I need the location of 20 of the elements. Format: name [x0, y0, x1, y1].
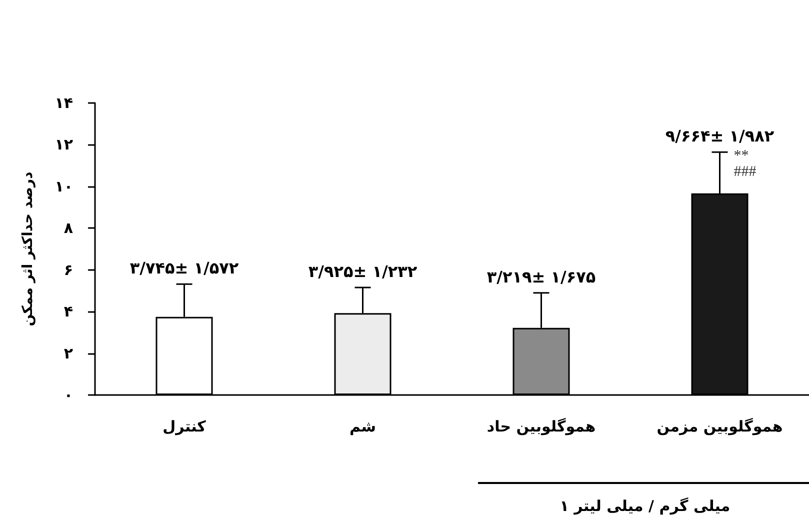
x-tick-label: شم — [349, 418, 376, 436]
y-tick-label: ۲ — [64, 344, 73, 362]
y-tick-label: ۶ — [64, 260, 73, 279]
y-tick-label: ۱۴ — [54, 94, 73, 112]
data-label: ۹/۶۶۴± ۱/۹۸۲ — [665, 126, 774, 146]
data-label: ۳/۷۴۵± ۱/۵۷۲ — [130, 258, 239, 278]
y-axis-title: درصد حداکثر اثر ممکن — [20, 172, 36, 326]
y-tick-label: ۰ — [64, 386, 73, 404]
y-tick-label: ۴ — [64, 302, 73, 321]
y-tick-label: ۸ — [64, 219, 73, 238]
y-tick-label: ۱۰ — [54, 177, 73, 196]
data-label: ۳/۹۲۵± ۱/۲۳۲ — [308, 262, 418, 281]
y-tick-label: ۱۲ — [54, 136, 73, 154]
data-label: ۳/۲۱۹± ۱/۶۷۵ — [486, 267, 596, 286]
annotation: ** — [734, 148, 749, 164]
text: ۱ میلی گرم / میلی لیتر — [560, 497, 730, 515]
x-tick-label: هموگلوبین مزمن — [656, 418, 783, 436]
x-tick-label: کنترل — [162, 418, 206, 436]
x-tick-label: هموگلوبین حاد — [486, 418, 596, 436]
annotation: ### — [734, 164, 757, 180]
